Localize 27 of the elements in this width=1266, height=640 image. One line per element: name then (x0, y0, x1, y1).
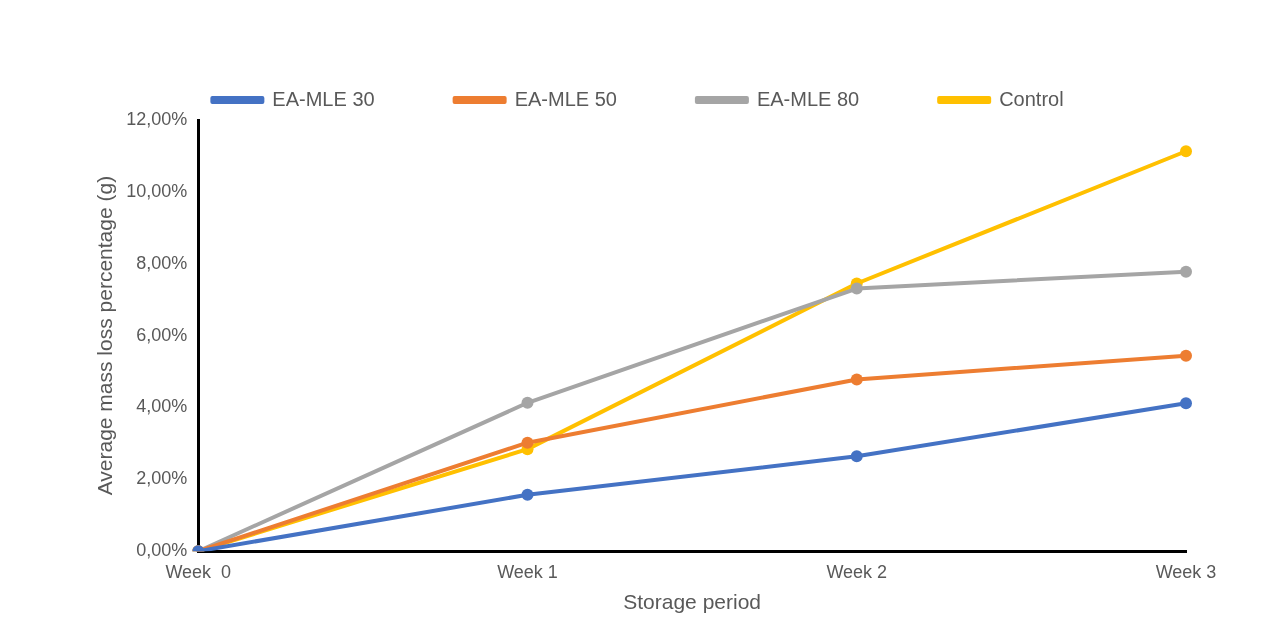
x-tick-label: Week 2 (826, 561, 888, 582)
y-tick-label: 6,00% (136, 324, 188, 345)
point (521, 396, 534, 409)
point (1180, 145, 1192, 158)
x-tick-label: Week 0 (165, 561, 232, 582)
point (850, 450, 863, 463)
legend-label: EA-MLE 80 (756, 87, 860, 110)
y-tick-label: 0,00% (136, 540, 188, 561)
y-tick-label: 2,00% (136, 468, 188, 489)
y-tick-label: 12,00% (126, 108, 188, 129)
point (1180, 349, 1192, 362)
point (521, 488, 534, 501)
point (850, 373, 863, 386)
legend-label: Control (999, 87, 1064, 110)
y-axis-title: Average mass loss percentage (g) (93, 175, 117, 496)
x-tick-label: Week 1 (497, 561, 558, 582)
y-tick-label: 4,00% (136, 396, 188, 417)
x-tick-label: Week 3 (1155, 561, 1217, 582)
y-tick-label: 10,00% (126, 180, 188, 201)
y-tick-label: 8,00% (136, 252, 188, 273)
legend-label: EA-MLE 50 (514, 87, 617, 110)
legend-label: EA-MLE 30 (272, 87, 375, 110)
point (1180, 265, 1192, 278)
point (521, 436, 534, 449)
point (1180, 397, 1192, 410)
point (850, 282, 863, 295)
x-axis-title: Storage period (623, 590, 762, 614)
